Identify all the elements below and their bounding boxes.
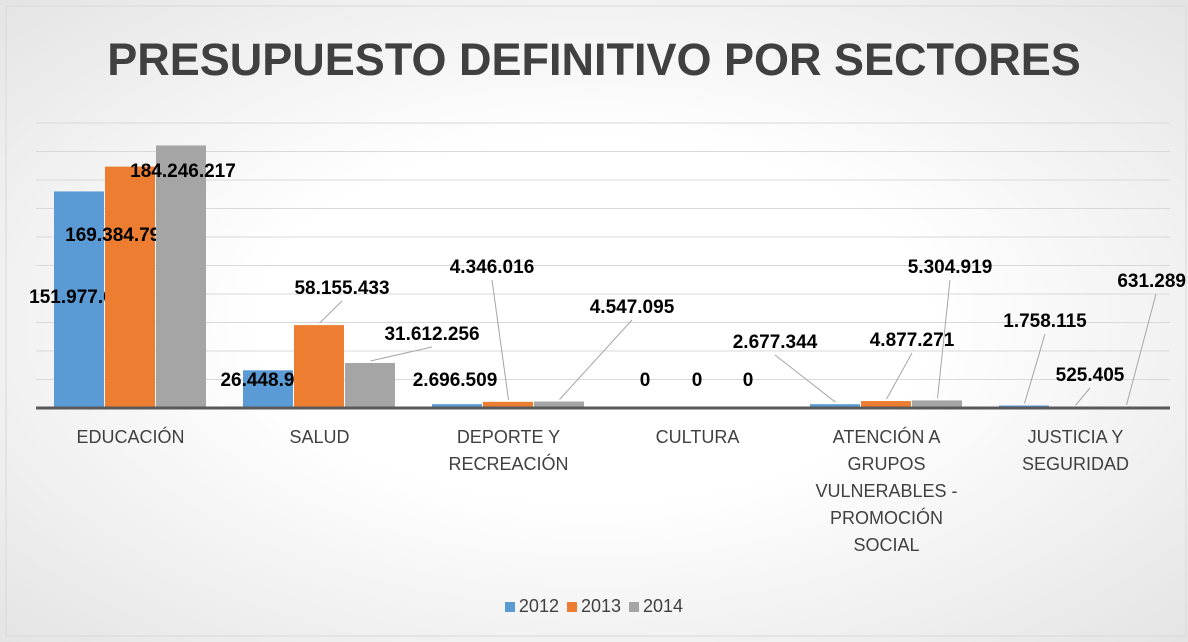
bar [432, 404, 482, 408]
data-label: 631.289 [1117, 271, 1186, 292]
data-label: 26.448.906 [220, 370, 315, 391]
data-label: 0 [640, 370, 651, 391]
data-label: 169.384.797 [65, 225, 171, 246]
bar [483, 401, 533, 408]
x-tick-label: CULTURA [655, 427, 740, 447]
bar [243, 370, 293, 408]
legend-item: 2014 [629, 596, 683, 616]
data-label: 2.677.344 [733, 332, 818, 353]
leader-line [370, 346, 433, 362]
leader-line [937, 279, 951, 399]
legend-swatch [566, 602, 577, 612]
leader-line [319, 300, 343, 324]
data-label: 1.758.115 [1003, 311, 1087, 332]
legend-label: 2014 [643, 596, 684, 616]
bar [345, 362, 395, 408]
bar [105, 166, 155, 408]
leader-line [1075, 387, 1091, 406]
x-tick-label: ATENCIÓN A GRUPOS VULNERABLES - PROMOCIÓ… [815, 427, 958, 555]
legend-item: 2012 [504, 596, 559, 616]
data-label: 4.547.095 [590, 297, 675, 318]
legend-item: 2013 [566, 596, 622, 616]
data-label: 2.696.509 [413, 370, 498, 391]
bar [54, 191, 104, 408]
data-label: 0 [692, 370, 703, 391]
bar [912, 400, 962, 408]
data-label: 58.155.433 [294, 278, 389, 299]
bar [810, 404, 860, 408]
leader-line [1024, 333, 1046, 404]
legend-swatch [629, 602, 640, 612]
frame [5, 5, 1187, 637]
legend-label: 2013 [580, 596, 622, 616]
data-label: 4.877.271 [870, 330, 955, 351]
bar [534, 401, 584, 408]
bar [294, 325, 344, 408]
legend-label: 2012 [518, 596, 559, 616]
x-tick-label: EDUCACIÓN [76, 427, 185, 447]
data-label: 525.405 [1056, 365, 1125, 386]
data-label: 184.246.217 [130, 161, 236, 182]
x-tick-label: SALUD [289, 427, 350, 447]
chart-title: PRESUPUESTO DEFINITIVO POR SECTORES [107, 34, 1081, 85]
leader-line [1126, 293, 1157, 406]
leader-line [559, 319, 633, 400]
leader-line [886, 352, 913, 400]
leader-line [491, 279, 509, 400]
x-tick-label: JUSTICIA Y SEGURIDAD [1021, 427, 1129, 474]
data-label: 31.612.256 [384, 324, 479, 345]
legend: 2012 2013 2014 [0, 596, 1188, 617]
bar [861, 401, 911, 408]
x-tick-label: DEPORTE Y RECREACIÓN [448, 427, 569, 474]
bar [156, 145, 206, 408]
legend-swatch [504, 602, 515, 612]
data-label: 0 [743, 370, 754, 391]
data-label: 4.346.016 [450, 257, 535, 278]
leader-line [774, 354, 836, 403]
data-label: 5.304.919 [908, 257, 993, 278]
